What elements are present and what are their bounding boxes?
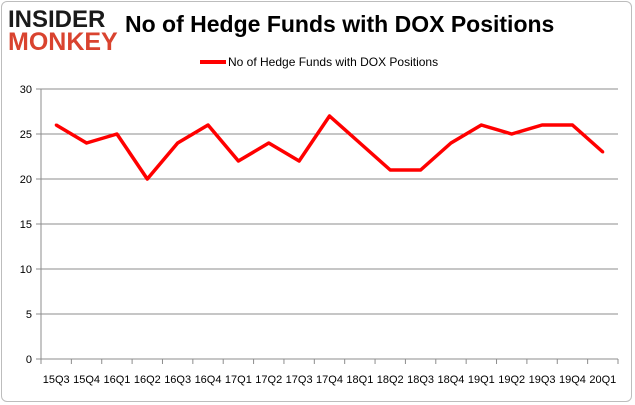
x-tick-label: 15Q4 — [73, 374, 100, 386]
x-tick-label: 19Q2 — [498, 374, 525, 386]
data-point — [176, 141, 180, 145]
x-tick-label: 18Q3 — [407, 374, 434, 386]
x-tick-label: 20Q1 — [589, 374, 616, 386]
data-point — [540, 123, 544, 127]
data-point — [145, 177, 149, 181]
y-tick-label: 20 — [20, 174, 32, 186]
y-tick-label: 10 — [20, 264, 32, 276]
data-point — [297, 159, 301, 163]
chart-title: No of Hedge Funds with DOX Positions — [125, 11, 555, 37]
x-tick-label: 17Q1 — [225, 374, 252, 386]
data-point — [419, 168, 423, 172]
x-tick-label: 17Q4 — [316, 374, 343, 386]
x-tick-label: 16Q2 — [134, 374, 161, 386]
data-point — [54, 123, 58, 127]
y-tick-label: 5 — [26, 309, 32, 321]
data-point — [388, 168, 392, 172]
data-point — [236, 159, 240, 163]
data-point — [479, 123, 483, 127]
x-tick-label: 18Q1 — [346, 374, 373, 386]
x-tick-label: 17Q3 — [286, 374, 313, 386]
x-tick-label: 18Q2 — [377, 374, 404, 386]
x-tick-label: 18Q4 — [438, 374, 465, 386]
x-tick-label: 15Q3 — [43, 374, 70, 386]
y-tick-label: 0 — [26, 354, 32, 366]
data-point — [115, 132, 119, 136]
data-point — [328, 114, 331, 118]
x-tick-label: 16Q1 — [103, 374, 130, 386]
legend-label: No of Hedge Funds with DOX Positions — [228, 55, 438, 69]
x-tick-label: 19Q3 — [529, 374, 556, 386]
data-point — [206, 123, 210, 127]
data-point — [449, 141, 453, 145]
x-tick-label: 16Q3 — [164, 374, 191, 386]
series-line — [55, 114, 604, 181]
y-tick-label: 25 — [20, 129, 32, 141]
y-tick-label: 30 — [20, 84, 32, 96]
x-tick-label: 17Q2 — [255, 374, 282, 386]
data-point — [570, 123, 574, 127]
logo-line1: INSIDER — [8, 6, 106, 33]
x-tick-label: 16Q4 — [195, 374, 222, 386]
x-tick-label: 19Q4 — [559, 374, 586, 386]
legend: No of Hedge Funds with DOX Positions — [200, 55, 438, 69]
insider-monkey-logo: INSIDER MONKEY — [8, 6, 118, 56]
data-point — [85, 141, 89, 145]
data-point — [267, 141, 271, 145]
x-tick-label: 19Q1 — [468, 374, 495, 386]
logo-line2: MONKEY — [8, 28, 118, 56]
y-tick-label: 15 — [20, 219, 32, 231]
data-point — [601, 150, 605, 154]
data-point — [358, 141, 362, 145]
data-point — [510, 132, 514, 136]
